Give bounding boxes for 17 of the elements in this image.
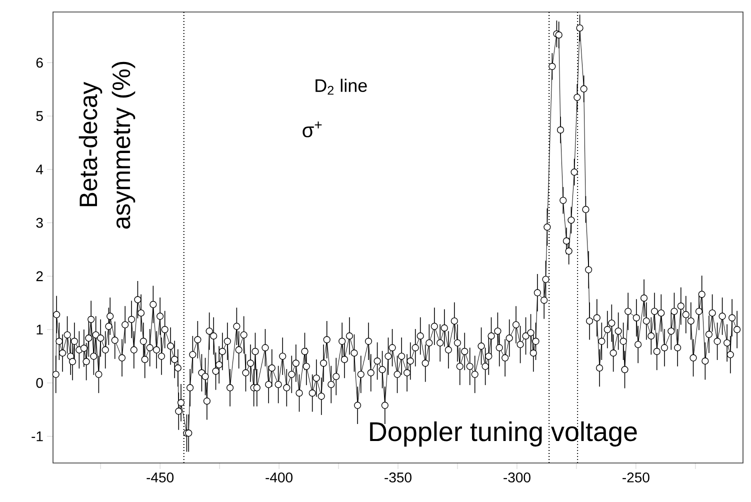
y-tick-label: 3 [36, 218, 43, 228]
y-tick-label: 5 [36, 111, 43, 121]
x-tick-label: -350 [384, 472, 412, 482]
annotation: D$_{2}$ line [316, 78, 367, 95]
x-tick-label: -400 [266, 472, 293, 482]
y-axis-title: Beta-decay asymmetry (%) [78, 62, 136, 229]
x-tick-label: -450 [146, 472, 174, 482]
y-tick-label: 0 [36, 378, 43, 388]
y-tick-label: 2 [36, 271, 43, 282]
y-tick-label: 4 [36, 164, 44, 174]
y-tick-label: 6 [36, 58, 43, 68]
x-tick-label: -250 [622, 472, 650, 482]
annotation: σ$^{+}$ [302, 122, 322, 138]
y-tick-label: -1 [32, 431, 43, 442]
y-tick-label: 1 [36, 324, 43, 334]
x-tick-label: -300 [504, 472, 530, 482]
x-axis-title: Doppler tuning voltage [370, 421, 637, 447]
